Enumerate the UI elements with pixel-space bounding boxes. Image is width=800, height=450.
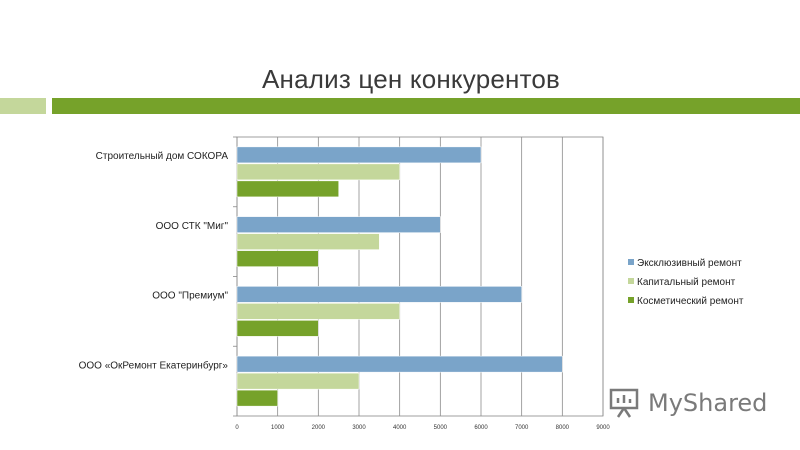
watermark-text: MyShared (648, 389, 768, 417)
x-tick-label: 8000 (556, 425, 570, 431)
bar (236, 163, 400, 181)
category-label: Строительный дом СОКОРА (96, 151, 229, 162)
legend-swatch (628, 278, 634, 284)
category-label: ООО СТК "Миг" (156, 221, 229, 232)
x-tick-label: 9000 (596, 425, 610, 431)
legend-swatch (628, 259, 634, 265)
bar (236, 355, 563, 373)
page-title: Анализ цен конкурентов (262, 64, 561, 94)
category-label: ООО «ОкРемонт Екатеринбург» (79, 359, 229, 371)
x-tick-label: 5000 (434, 425, 448, 431)
x-tick-label: 1000 (271, 425, 285, 431)
watermark: MyShared (608, 386, 767, 420)
x-tick-label: 4000 (393, 425, 407, 431)
bar (236, 233, 380, 250)
presentation-board-icon (609, 388, 639, 418)
accent-bar (52, 98, 800, 114)
bar (236, 250, 319, 267)
bar (236, 372, 360, 390)
bar (236, 146, 482, 164)
x-tick-label: 7000 (515, 425, 529, 431)
bar (236, 286, 522, 303)
legend-swatch (628, 297, 634, 303)
bar (236, 180, 339, 198)
legend-label: Косметический ремонт (637, 296, 744, 307)
category-label: ООО "Премиум" (152, 291, 228, 302)
x-tick-label: 3000 (352, 425, 366, 431)
x-tick-label: 0 (235, 425, 239, 431)
x-tick-label: 6000 (474, 425, 488, 431)
x-tick-label: 2000 (312, 425, 326, 431)
bar (236, 320, 319, 337)
bar (236, 389, 278, 407)
legend-label: Капитальный ремонт (637, 277, 736, 288)
bar (236, 216, 441, 233)
bar (236, 303, 400, 320)
accent-block (0, 98, 46, 114)
legend-label: Эксклюзивный ремонт (637, 258, 742, 269)
